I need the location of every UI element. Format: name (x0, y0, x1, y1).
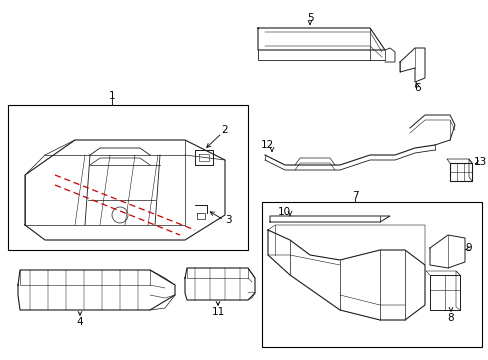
Text: 3: 3 (224, 215, 231, 225)
Text: 13: 13 (472, 157, 486, 167)
Text: 5: 5 (306, 13, 313, 23)
Text: 9: 9 (465, 243, 471, 253)
Text: 8: 8 (447, 313, 453, 323)
Text: 4: 4 (77, 317, 83, 327)
Text: 6: 6 (414, 83, 421, 93)
Text: 10: 10 (277, 207, 290, 217)
Bar (8, 105, 247, 250)
Bar (262, 202, 481, 347)
Text: 7: 7 (351, 191, 358, 201)
Text: 1: 1 (108, 91, 115, 101)
Text: 2: 2 (221, 125, 228, 135)
Text: 11: 11 (211, 307, 224, 317)
Text: 12: 12 (260, 140, 273, 150)
